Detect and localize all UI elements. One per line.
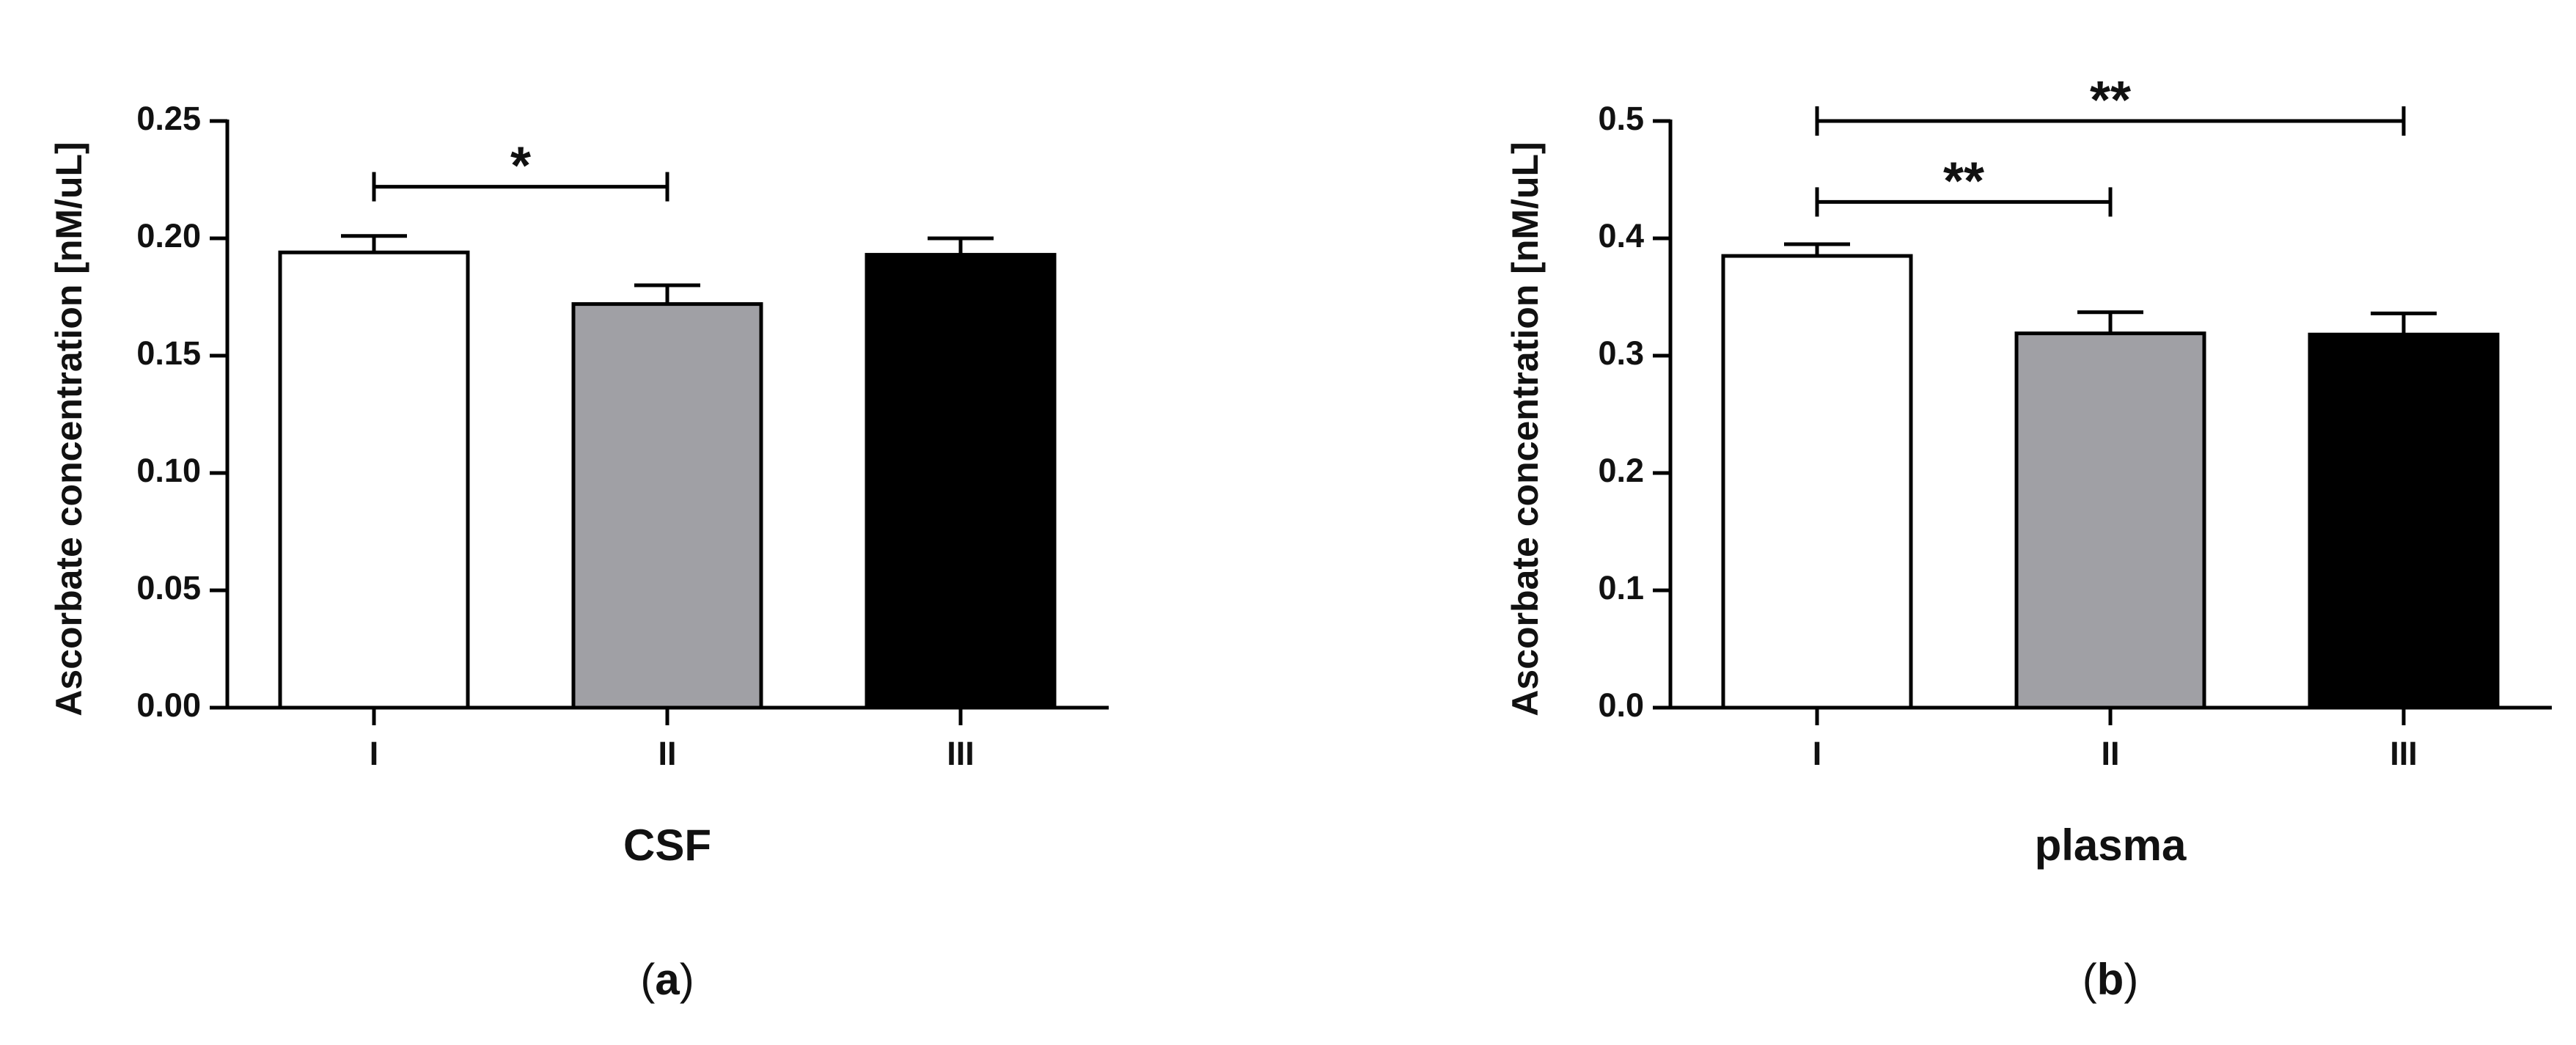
panel-a-x-tick-label-II: II (658, 735, 676, 772)
panel-b-y-tick-label: 0.5 (1598, 100, 1644, 137)
panel-b-significance-label: ** (1943, 152, 1984, 210)
chart-panel-b: Ascorbate concentration [nM/uL] plasma (… (1505, 71, 2552, 1004)
panel-a-y-tick-label: 0.05 (136, 569, 201, 606)
panel-a-bar-II (571, 302, 763, 710)
panel-a-y-axis-label: Ascorbate concentration [nM/uL] (48, 142, 89, 716)
panel-a-x-tick-label-I: I (370, 735, 379, 772)
panel-b-x-tick-label-II: II (2101, 735, 2119, 772)
panel-b-y-tick-label: 0.0 (1598, 686, 1644, 724)
panel-a-y-tick-label: 0.10 (136, 452, 201, 489)
panel-b-label: (b) (2083, 955, 2139, 1004)
panel-b-y-tick-label: 0.1 (1598, 569, 1644, 606)
panel-a-y-tick-label: 0.00 (136, 686, 201, 724)
chart-panel-a: Ascorbate concentration [nM/uL] CSF (a) … (48, 100, 1109, 1004)
panel-a-label: (a) (640, 955, 694, 1004)
panel-b-x-tick-label-I: I (1813, 735, 1822, 772)
panel-b-letter: b (2097, 955, 2124, 1004)
panel-a-y-tick-label: 0.25 (136, 100, 201, 137)
panel-b-bar-I (1721, 254, 1913, 710)
panel-a-x-axis-title: CSF (623, 821, 711, 870)
panel-b-y-axis-label: Ascorbate concentration [nM/uL] (1505, 142, 1546, 716)
panel-a-y-tick-label: 0.20 (136, 217, 201, 254)
panel-b-x-axis-title: plasma (2035, 821, 2187, 870)
panel-b-bar-II (2014, 331, 2206, 710)
panel-a-letter: a (655, 955, 680, 1004)
panel-b-significance-label: ** (2090, 71, 2131, 130)
panel-b-bar-III (2308, 332, 2500, 710)
panel-a-bar-I (278, 250, 470, 710)
panel-a-significance-label: * (510, 137, 531, 196)
panel-b-y-tick-label: 0.3 (1598, 334, 1644, 372)
panel-b-x-tick-label-III: III (2390, 735, 2418, 772)
panel-b-y-tick-label: 0.2 (1598, 452, 1644, 489)
panel-a-y-tick-label: 0.15 (136, 334, 201, 372)
panel-a-bar-III (865, 252, 1057, 710)
panel-a-x-tick-label-III: III (947, 735, 975, 772)
panel-b-y-tick-label: 0.4 (1598, 217, 1644, 254)
